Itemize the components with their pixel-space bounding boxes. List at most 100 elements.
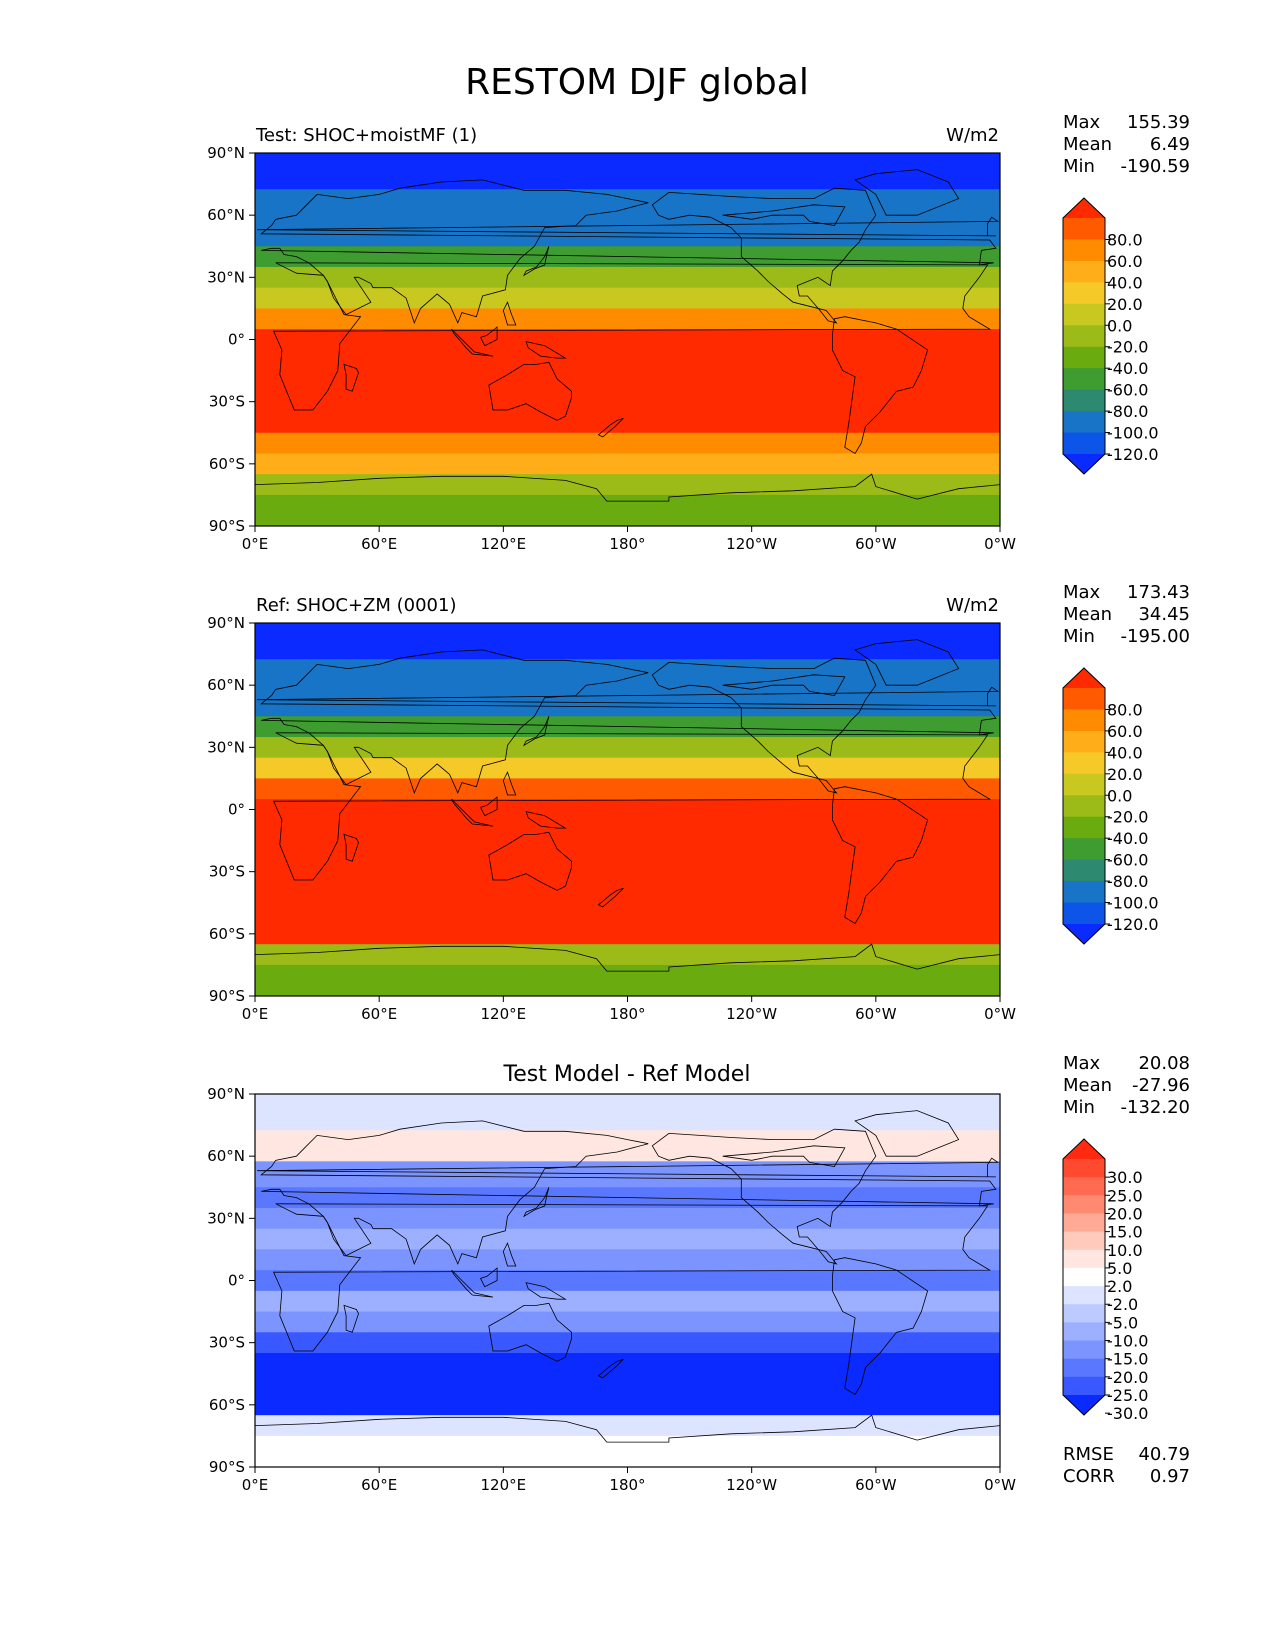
field-band (255, 882, 1000, 904)
colorbar-swatch (1063, 1195, 1105, 1214)
coastline-segment (525, 341, 567, 359)
field-band (255, 964, 1000, 996)
colorbar-label: -10.0 (1107, 1332, 1148, 1351)
coastline-segment (257, 686, 1000, 707)
lat-tick-label: 60°S (209, 455, 245, 473)
colorbar-extend-min (1063, 1395, 1105, 1415)
field-band (255, 1394, 1000, 1416)
stat-label: Min (1063, 626, 1095, 647)
colorbar-label: 20.0 (1107, 765, 1143, 784)
colorbar: 80.0 60.0 40.0 20.0 0.0 -20.0 -40.0 -60.0 -80.0 -… (1062, 667, 1159, 945)
field-band (255, 659, 1000, 691)
colorbar-label: 10.0 (1107, 1241, 1143, 1260)
field-band (255, 432, 1000, 455)
colorbar-extend-max (1063, 1139, 1105, 1159)
coastline-segment (523, 1187, 550, 1218)
lon-tick-label: 120°E (481, 535, 527, 553)
colorbar-swatch (1063, 432, 1105, 455)
stat-label: Mean (1063, 1075, 1112, 1096)
stat-label: RMSE (1063, 1444, 1114, 1465)
field-band (255, 1249, 1000, 1271)
panel-diff: Test Model - Ref Model 90°N 60°N 30°N 0° 30°… (207, 1053, 1190, 1494)
colorbar-swatch (1063, 1231, 1105, 1251)
panel-left-title: Test: SHOC+moistMF (1) (255, 125, 477, 146)
colorbar-label: -2.0 (1107, 1295, 1138, 1314)
lon-tick-label: 60°E (361, 535, 397, 553)
lon-tick-label: 180° (609, 1005, 645, 1023)
coastlines (255, 169, 1000, 526)
colorbar-swatch (1063, 709, 1105, 732)
lon-tick-label: 120°E (481, 1476, 527, 1494)
stat-label: Mean (1063, 134, 1112, 155)
stats-block: Max 173.43 Mean 34.45 Min -195.00 (1063, 582, 1190, 647)
colorbar-label: 80.0 (1107, 230, 1143, 249)
stat-label: Mean (1063, 604, 1112, 625)
lat-axis: 90°N 60°N 30°N 0° 30°S 60°S 90°S (207, 1085, 255, 1476)
coastline-segment (451, 798, 494, 827)
colorbar-swatch (1063, 881, 1105, 904)
lat-tick-label: 60°N (207, 1147, 245, 1165)
coastline-segment (651, 1128, 877, 1265)
lat-tick-label: 0° (228, 1272, 245, 1290)
lon-axis: 0°E 60°E 120°E 180° 120°W 60°W 0°W (242, 526, 1016, 553)
lon-axis: 0°E 60°E 120°E 180° 120°W 60°W 0°W (242, 996, 1016, 1023)
stat-value: -132.20 (1121, 1097, 1190, 1118)
colorbar-label: 0.0 (1107, 316, 1132, 335)
lon-tick-label: 60°W (855, 535, 897, 553)
field-band (255, 861, 1000, 883)
colorbar-label: -5.0 (1107, 1313, 1138, 1332)
coastline-segment (480, 326, 498, 347)
coastline-segment (502, 771, 517, 796)
colorbar-label: 40.0 (1107, 743, 1143, 762)
colorbar-swatch (1063, 838, 1105, 861)
lat-tick-label: 90°N (207, 144, 245, 162)
lat-tick-label: 90°N (207, 614, 245, 632)
coastline-segment (260, 649, 997, 795)
field-band (255, 1311, 1000, 1333)
colorbar-label: 30.0 (1107, 1168, 1143, 1187)
lon-tick-label: 0°W (984, 1005, 1016, 1023)
colorbar-swatch (1063, 1358, 1105, 1378)
colorbar-label: -20.0 (1107, 1368, 1148, 1387)
coastline-segment (722, 674, 846, 696)
colorbar-swatch (1063, 389, 1105, 412)
stat-label: CORR (1063, 1466, 1115, 1487)
panel-units: W/m2 (946, 125, 999, 146)
coastlines (255, 639, 1000, 996)
field-band (255, 1332, 1000, 1354)
colorbar-label: 2.0 (1107, 1277, 1132, 1296)
field-band (255, 944, 1000, 966)
coastline-segment (722, 1145, 846, 1167)
lat-tick-label: 30°S (209, 1334, 245, 1352)
coastline-segment (525, 1282, 567, 1300)
colorbar-label: -20.0 (1107, 808, 1148, 827)
field-band (255, 189, 1000, 221)
coastline-segment (343, 833, 359, 862)
lon-tick-label: 180° (609, 1476, 645, 1494)
stat-label: Min (1063, 156, 1095, 177)
field-band (255, 1353, 1000, 1375)
map-field (255, 1094, 1000, 1467)
coastline-segment (257, 1157, 1000, 1178)
colorbar-swatch (1063, 346, 1105, 369)
coastline-segment (651, 187, 877, 324)
colorbar-swatch (1063, 1376, 1105, 1396)
colorbar-label: 20.0 (1107, 295, 1143, 314)
field-band (255, 1373, 1000, 1396)
coastline-segment (480, 1267, 498, 1288)
colorbar-label: 25.0 (1107, 1186, 1143, 1205)
coastline-segment (260, 179, 997, 325)
field-band (255, 391, 1000, 413)
lon-axis: 0°E 60°E 120°E 180° 120°W 60°W 0°W (242, 1467, 1016, 1494)
colorbar-label: 15.0 (1107, 1223, 1143, 1242)
coastline-segment (488, 1302, 572, 1362)
stat-value: 173.43 (1127, 582, 1190, 603)
field-band (255, 840, 1000, 862)
lon-tick-label: 120°E (481, 1005, 527, 1023)
coastline-segment (502, 1242, 517, 1267)
lat-tick-label: 30°N (207, 1209, 245, 1227)
colorbar-swatch (1063, 303, 1105, 326)
colorbar-swatch (1063, 859, 1105, 882)
lat-tick-label: 60°N (207, 206, 245, 224)
